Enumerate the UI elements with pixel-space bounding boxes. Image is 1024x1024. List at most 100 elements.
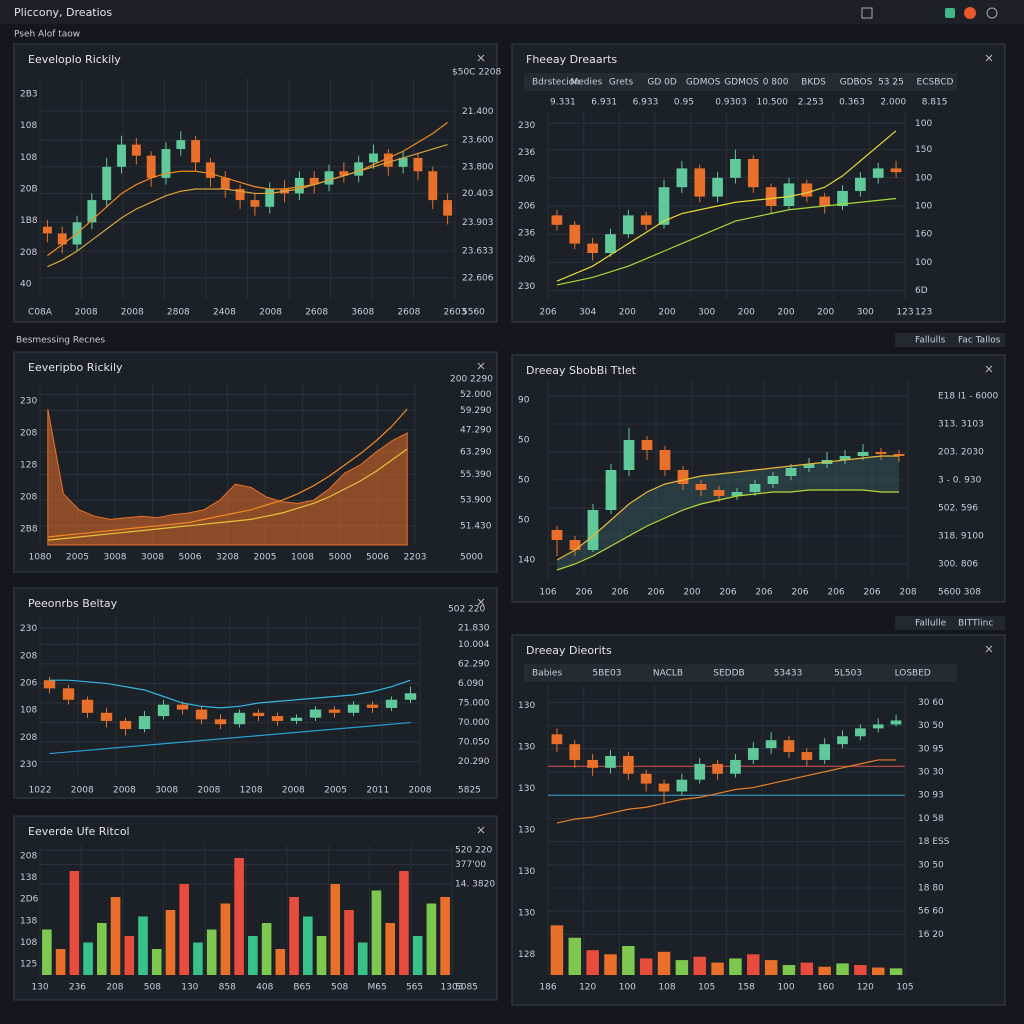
footer-label: Fallulls xyxy=(915,336,946,346)
panel-title: Fheeay Dreaarts xyxy=(526,53,617,66)
x-tick-label: 206 xyxy=(863,588,880,598)
volume-bar xyxy=(220,903,231,975)
x-tick-label: 206 xyxy=(575,588,592,598)
close-button[interactable] xyxy=(985,54,993,62)
volume-bar xyxy=(248,936,258,975)
tab[interactable]: Babies xyxy=(532,669,562,679)
candle-body xyxy=(119,720,132,730)
candle-body xyxy=(731,492,743,496)
candle-body xyxy=(369,153,378,163)
candle-body xyxy=(749,484,761,492)
volume-bar xyxy=(371,890,382,975)
close-button[interactable] xyxy=(477,362,485,370)
close-button[interactable] xyxy=(985,645,993,653)
ma-line xyxy=(556,130,897,282)
candle-body xyxy=(785,468,797,476)
panel xyxy=(13,587,498,799)
tab[interactable]: GDBOS xyxy=(840,78,873,88)
header-bar xyxy=(0,0,1024,24)
y-tick-label: 30 30 xyxy=(918,768,944,778)
close-button[interactable] xyxy=(477,826,485,834)
icon[interactable] xyxy=(861,7,873,19)
left-label: 125 xyxy=(20,960,37,970)
close-button[interactable] xyxy=(477,598,485,606)
tab[interactable]: 5L503 xyxy=(834,669,862,679)
volume-bar xyxy=(889,968,903,975)
volume-bar xyxy=(96,923,107,975)
tab[interactable]: GDMOS xyxy=(724,78,759,88)
footer-label: Fac Tallos xyxy=(958,336,1001,346)
tab[interactable]: GD 0D xyxy=(647,78,676,88)
close-button[interactable] xyxy=(985,365,993,373)
close-button[interactable] xyxy=(477,54,485,62)
candle-body xyxy=(100,712,113,721)
tab[interactable]: 53433 xyxy=(774,669,803,679)
left-label: 130 xyxy=(518,826,535,836)
candle-body xyxy=(551,734,563,745)
y-tick-label: 21.830 xyxy=(458,624,490,634)
volume-bar xyxy=(385,923,396,975)
tab[interactable]: Grets xyxy=(609,78,634,88)
x-tick-label: 206 xyxy=(539,308,556,318)
x-tick-label: 2608 xyxy=(397,308,420,318)
tab[interactable]: Medies xyxy=(570,78,602,88)
volume-bar xyxy=(854,965,867,975)
y-tick-label: 52.000 xyxy=(460,390,492,400)
y-tick-label: 47.290 xyxy=(460,425,492,435)
y-tick-label: 100 xyxy=(915,173,932,183)
tab[interactable]: SEDDB xyxy=(713,669,744,679)
quote: 8.815 xyxy=(922,98,948,108)
tab[interactable]: 53 25 xyxy=(878,78,904,88)
x-tick-label: 1022 xyxy=(29,786,52,796)
left-label: 40 xyxy=(20,280,32,290)
x-tick-label: 1303 xyxy=(441,983,464,993)
tab[interactable]: LOSBED xyxy=(895,669,931,679)
candle-body xyxy=(890,168,902,173)
candle-body xyxy=(712,763,723,774)
icon[interactable] xyxy=(986,7,998,19)
panel xyxy=(511,634,1006,1006)
candle-body xyxy=(138,716,151,730)
left-label: 208 xyxy=(20,248,37,258)
tab[interactable]: Bdrstecion xyxy=(532,78,580,88)
volume-bar xyxy=(604,954,617,975)
tab[interactable]: BKDS xyxy=(801,78,826,88)
y-tick-label: 51.430 xyxy=(460,521,492,531)
candle-body xyxy=(730,759,741,774)
left-label: 138 xyxy=(20,916,37,926)
candle-body xyxy=(713,490,725,496)
y-tick-label: 63.290 xyxy=(460,448,492,458)
panel-title: Eeveripbo Rickily xyxy=(28,361,123,374)
candle-body xyxy=(640,773,652,784)
candle-body xyxy=(131,144,141,156)
left-label: 130 xyxy=(518,701,535,711)
candle-body xyxy=(569,224,581,244)
y-tick-label: 23.800 xyxy=(462,162,494,172)
candle-body xyxy=(87,200,97,223)
quote: 2.000 xyxy=(880,98,906,108)
y-tick-label: 100 xyxy=(915,202,932,212)
tab[interactable]: ECSBCD xyxy=(917,78,954,88)
tab[interactable]: 0 800 xyxy=(763,78,789,88)
x-tick-label: 3608 xyxy=(351,308,374,318)
x-tick-label: 105 xyxy=(698,983,715,993)
y-tick-label: 70.050 xyxy=(458,738,490,748)
volume-bar xyxy=(83,942,93,975)
icon[interactable] xyxy=(964,7,976,19)
tab[interactable]: GDMOS xyxy=(686,78,721,88)
left-label: 208 xyxy=(20,493,37,503)
x-tick-label: 208 xyxy=(899,588,916,598)
tab[interactable]: NACLB xyxy=(653,669,683,679)
candle-body xyxy=(783,183,795,206)
candle-body xyxy=(324,171,334,185)
tab[interactable]: 5BE03 xyxy=(592,669,621,679)
candle-body xyxy=(658,783,670,792)
x-tick-label: 2008 xyxy=(409,786,432,796)
candle-body xyxy=(893,454,905,456)
footer-bar xyxy=(895,333,1005,347)
y-tick-label: 150 xyxy=(915,145,932,155)
candle-body xyxy=(837,190,848,206)
x-tick-label: 2008 xyxy=(75,308,98,318)
icon[interactable] xyxy=(945,8,955,18)
